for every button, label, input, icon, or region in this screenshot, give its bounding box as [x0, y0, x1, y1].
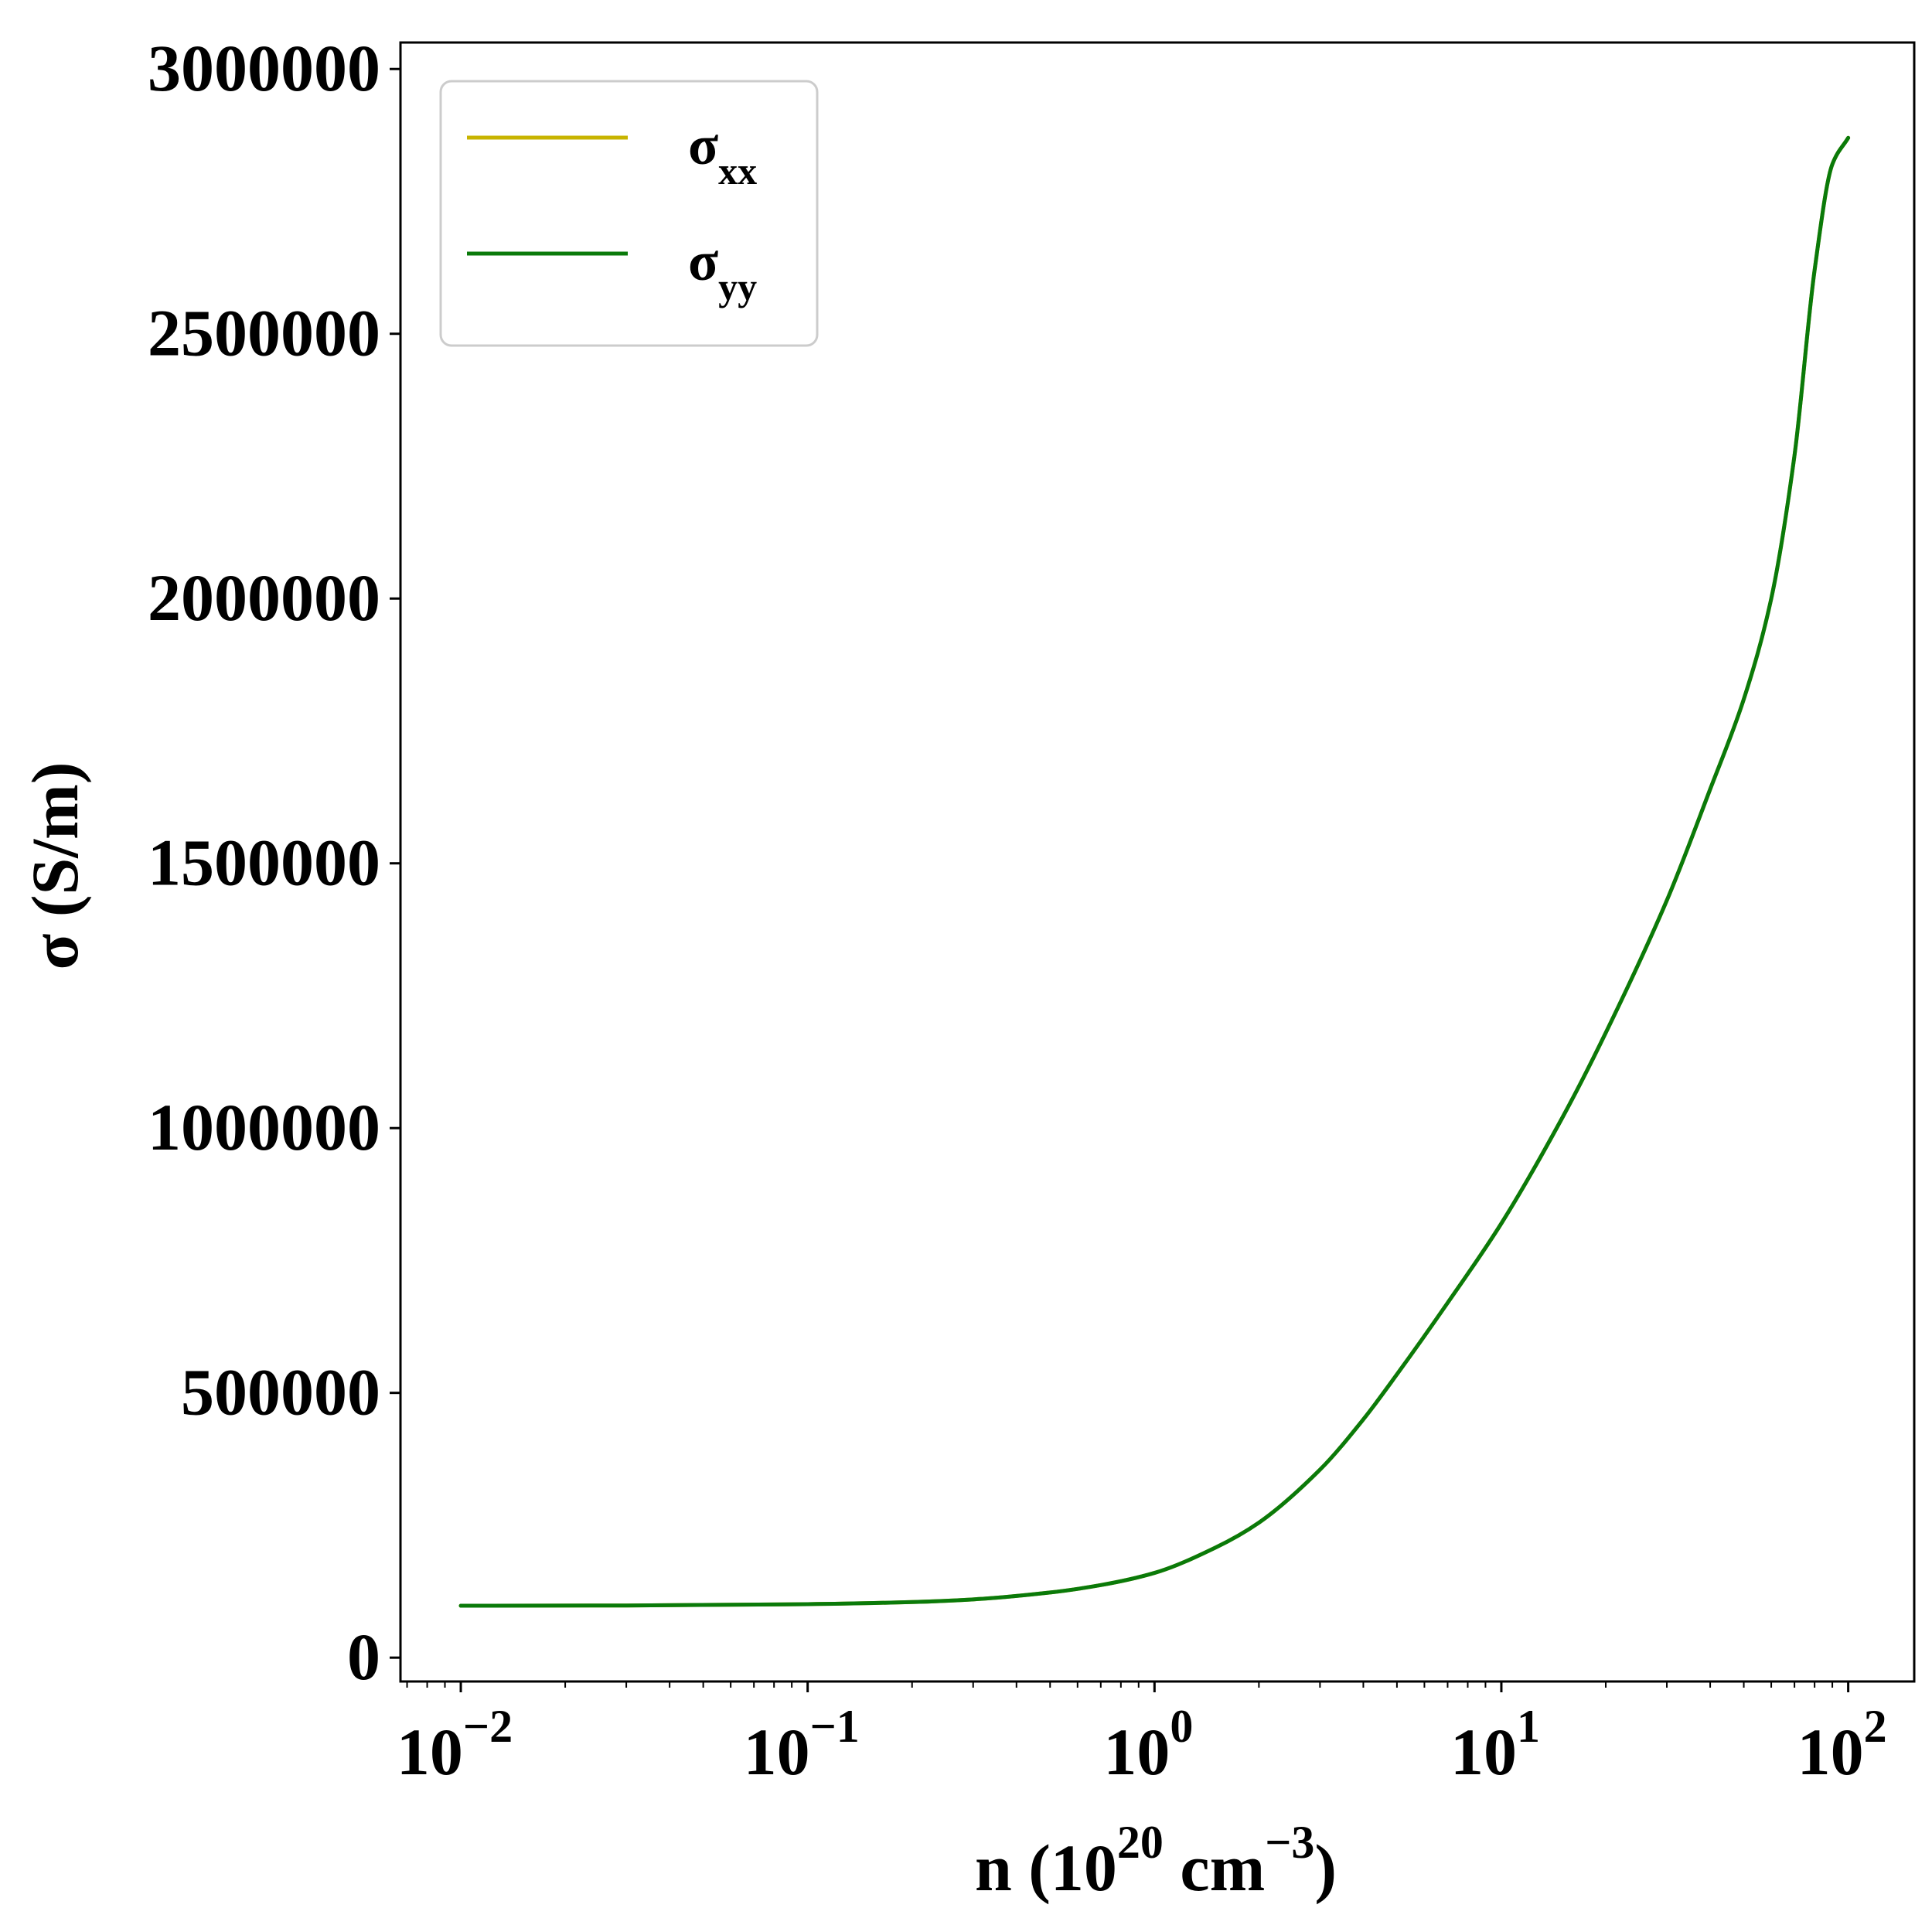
y-tick-label: 1000000 [148, 1090, 380, 1164]
x-tick-exponent: 1 [1517, 1701, 1540, 1752]
y-axis-label: σ (S/m) [18, 762, 92, 970]
legend: σxx σyy [439, 80, 819, 347]
x-tick-label: 10−1 [744, 1701, 860, 1789]
x-tick-exponent: −1 [810, 1701, 860, 1752]
x-axis-ticks: 10−2 10−1 100 101 102 [397, 1681, 1887, 1789]
legend-label-sigma-yy: σyy [688, 230, 757, 308]
y-tick-label: 500000 [181, 1355, 380, 1429]
x-tick-label: 101 [1450, 1701, 1540, 1789]
x-axis-label: n (1020 cm−3) [975, 1817, 1337, 1905]
legend-label-sigma-xx: σxx [688, 114, 757, 192]
x-tick-exponent: 0 [1170, 1701, 1193, 1752]
y-tick-label: 0 [347, 1620, 380, 1694]
y-tick-label: 3000000 [148, 31, 380, 105]
series-lines [458, 135, 1851, 1608]
x-tick-label: 102 [1797, 1701, 1887, 1789]
y-tick-label: 2500000 [148, 296, 380, 370]
y-axis-ticks: 0 500000 1000000 1500000 2000000 2500000 30000… [148, 31, 400, 1694]
x-tick-base: 10 [1797, 1715, 1864, 1789]
y-tick-label: 2000000 [148, 560, 380, 635]
x-tick-exponent: −2 [463, 1701, 513, 1752]
x-tick-base: 10 [744, 1715, 810, 1789]
x-tick-label: 100 [1103, 1701, 1193, 1789]
x-tick-label: 10−2 [397, 1701, 513, 1789]
x-tick-base: 10 [1450, 1715, 1517, 1789]
plot-frame [399, 41, 1916, 1683]
series-line-sigma-yy [458, 135, 1851, 1608]
legend-box [439, 80, 819, 347]
y-tick-label: 1500000 [148, 826, 380, 900]
x-tick-exponent: 2 [1864, 1701, 1887, 1752]
x-tick-base: 10 [1103, 1715, 1170, 1789]
x-tick-base: 10 [397, 1715, 463, 1789]
